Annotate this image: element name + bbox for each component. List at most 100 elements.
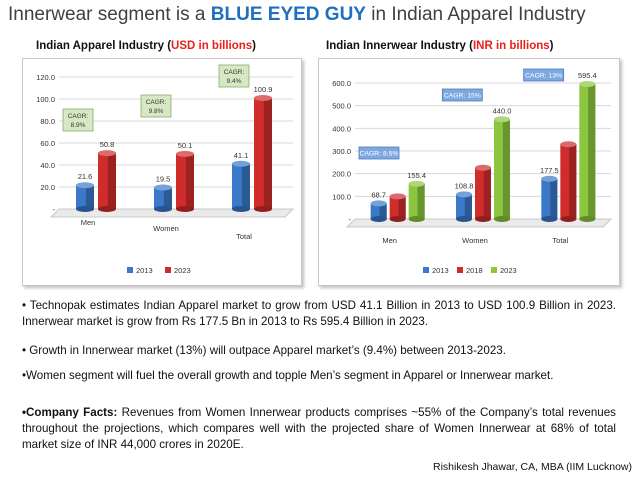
bullet-company-facts: •Company Facts: Revenues from Women Inne… — [22, 405, 616, 453]
apparel-category-label: Total — [236, 232, 252, 241]
apparel-cagr-label: CAGR: — [146, 99, 167, 106]
innerwear-category-label: Total — [552, 236, 568, 245]
innerwear-y-tick-label: 200.0 — [332, 170, 351, 179]
innerwear-bar-2013-women-top — [456, 191, 472, 198]
apparel-value-label: 19.5 — [156, 175, 171, 184]
apparel-subtitle-suffix: ) — [252, 40, 257, 52]
apparel-value-label: 41.1 — [234, 151, 249, 160]
innerwear-legend-swatch — [423, 267, 429, 273]
apparel-bar-2023-men-base — [98, 206, 116, 212]
innerwear-bar-2023-total-top — [579, 81, 596, 88]
apparel-bar-2023-total-shade — [263, 98, 272, 209]
innerwear-category-label: Women — [462, 236, 488, 245]
apparel-bar-2023-men-top — [98, 150, 116, 157]
innerwear-bar-2018-women-shade — [483, 167, 491, 219]
apparel-value-label: 100.9 — [254, 85, 273, 94]
innerwear-value-label: 595.4 — [578, 71, 597, 80]
innerwear-bar-2013-women — [456, 191, 472, 222]
innerwear-subtitle-suffix: ) — [549, 40, 554, 52]
apparel-bar-2023-women-shade — [185, 153, 194, 209]
innerwear-chart-svg: - 100.0 200.0 300.0 400.0 500.0 600.0 68.7 155.4… — [332, 68, 613, 275]
apparel-cagr-callout: CAGR: 9.8% — [140, 94, 172, 118]
apparel-bar-2013-women-shade — [163, 187, 172, 209]
innerwear-cagr-callout: CAGR: 8.5% — [358, 146, 400, 160]
innerwear-bar-2018-total — [560, 141, 577, 222]
innerwear-cagr-text: CAGR: 15% — [444, 93, 481, 100]
apparel-y-tick-label: 120.0 — [36, 73, 55, 82]
apparel-bar-2013-men — [76, 182, 94, 212]
innerwear-bar-2023-men-shade — [417, 183, 425, 219]
innerwear-cagr-text: CAGR: 13% — [525, 73, 562, 80]
apparel-value-label: 21.6 — [78, 172, 93, 181]
innerwear-chart: - 100.0 200.0 300.0 400.0 500.0 600.0 68.7 155.4… — [318, 58, 620, 286]
innerwear-y-tick-label: 100.0 — [332, 192, 351, 201]
apparel-bar-2013-women-base — [154, 206, 172, 212]
innerwear-legend-label: 2023 — [500, 266, 517, 275]
innerwear-bar-2023-women-top — [494, 116, 510, 123]
apparel-bar-2023-total-base — [254, 206, 272, 212]
bullet-technopak: • Technopak estimates Indian Apparel mar… — [22, 299, 616, 328]
innerwear-y-tick-label: 300.0 — [332, 147, 351, 156]
innerwear-subtitle-unit: INR in billions — [472, 40, 550, 52]
apparel-chart: - 20.0 40.0 60.0 80.0 100.0 120.0 21.6 50.8 Men CA… — [22, 58, 302, 286]
apparel-bar-2013-women — [154, 184, 172, 212]
apparel-bar-2023-women-base — [176, 206, 194, 212]
apparel-y-tick-label: - — [53, 205, 56, 214]
bullet-growth: • Growth in Innerwear market (13%) will … — [22, 344, 506, 357]
apparel-bar-2013-total-shade — [241, 163, 250, 209]
apparel-category-label: Men — [81, 218, 96, 227]
apparel-value-label: 50.8 — [100, 140, 115, 149]
apparel-y-tick-label: 100.0 — [36, 95, 55, 104]
innerwear-bar-2023-men — [408, 180, 425, 222]
innerwear-bar-2023-women-base — [494, 216, 510, 222]
apparel-cagr-callout: CAGR: 8.9% — [62, 108, 94, 132]
apparel-legend-label: 2013 — [136, 266, 153, 275]
apparel-bar-2023-men-shade — [107, 153, 116, 209]
apparel-value-label: 50.1 — [178, 141, 193, 150]
apparel-bar-2023-women — [176, 150, 194, 212]
innerwear-category-label: Men — [382, 236, 397, 245]
apparel-y-tick-label: 80.0 — [40, 117, 55, 126]
apparel-y-tick-label: 20.0 — [40, 183, 55, 192]
innerwear-y-tick-label: 500.0 — [332, 102, 351, 111]
innerwear-bar-2013-women-shade — [464, 194, 472, 219]
innerwear-value-label: 440.0 — [493, 106, 512, 115]
innerwear-bar-2023-women-shade — [502, 119, 510, 219]
apparel-category-label: Women — [153, 224, 179, 233]
innerwear-cagr-box — [358, 146, 400, 160]
innerwear-value-label: 155.4 — [407, 171, 426, 180]
apparel-y-tick-label: 40.0 — [40, 161, 55, 170]
innerwear-bar-2023-men-top — [408, 180, 425, 187]
innerwear-bar-2018-total-base — [560, 216, 577, 222]
innerwear-legend-label: 2013 — [432, 266, 449, 275]
apparel-legend-label: 2023 — [174, 266, 191, 275]
innerwear-bar-2023-total — [579, 81, 596, 222]
innerwear-bar-2018-women-top — [475, 164, 491, 171]
innerwear-bar-2013-total-shade — [550, 178, 558, 219]
company-facts-text: Revenues from Women Innerwear products c… — [22, 406, 616, 451]
company-facts-label: •Company Facts: — [22, 406, 118, 419]
innerwear-bar-2013-men — [370, 200, 387, 222]
innerwear-y-tick-label: 600.0 — [332, 79, 351, 88]
innerwear-legend-label: 2018 — [466, 266, 483, 275]
innerwear-value-label: 177.5 — [540, 166, 559, 175]
apparel-legend-swatch — [127, 267, 133, 273]
innerwear-cagr-box — [523, 68, 565, 82]
innerwear-bar-2013-total-base — [541, 216, 558, 222]
innerwear-bar-2023-men-base — [408, 216, 425, 222]
innerwear-cagr-callout: CAGR: 15% — [441, 88, 483, 102]
apparel-cagr-label: CAGR: — [224, 69, 245, 76]
title-suffix: in Indian Apparel Industry — [365, 4, 586, 25]
innerwear-bar-2023-total-shade — [588, 84, 596, 219]
innerwear-bar-2018-women — [475, 164, 491, 222]
apparel-subtitle-prefix: Indian Apparel Industry ( — [36, 40, 172, 52]
apparel-bar-2013-women-top — [154, 184, 172, 191]
apparel-cagr-box — [140, 94, 172, 118]
innerwear-legend-swatch — [457, 267, 463, 273]
innerwear-legend-swatch — [491, 267, 497, 273]
innerwear-bar-2013-total-top — [541, 175, 558, 182]
apparel-bar-2023-women-top — [176, 150, 194, 157]
innerwear-y-tick-label: - — [349, 215, 352, 224]
apparel-legend-swatch — [165, 267, 171, 273]
apparel-bar-2013-men-base — [76, 206, 94, 212]
